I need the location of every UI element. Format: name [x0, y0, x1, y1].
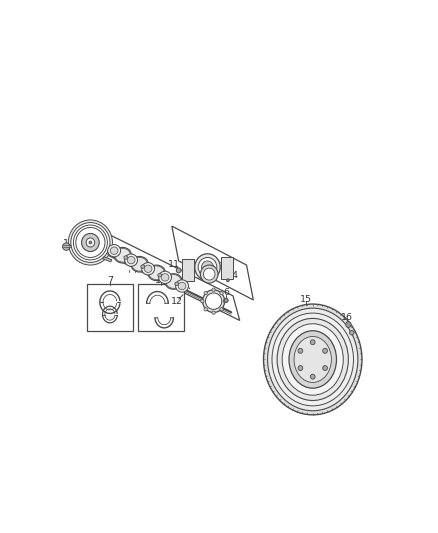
Ellipse shape [114, 247, 131, 263]
Ellipse shape [212, 311, 215, 314]
Ellipse shape [201, 261, 213, 273]
Text: 1: 1 [63, 239, 69, 248]
Ellipse shape [195, 254, 220, 280]
Ellipse shape [198, 257, 217, 277]
Ellipse shape [220, 292, 223, 295]
Ellipse shape [268, 308, 358, 411]
Bar [87, 284, 133, 330]
Ellipse shape [323, 349, 328, 353]
Ellipse shape [176, 280, 188, 292]
Ellipse shape [108, 245, 120, 257]
Text: 4: 4 [131, 262, 138, 271]
Ellipse shape [124, 256, 128, 259]
Text: 10: 10 [155, 276, 166, 285]
Ellipse shape [149, 266, 164, 280]
Ellipse shape [110, 247, 118, 254]
Ellipse shape [294, 336, 332, 383]
Ellipse shape [159, 271, 172, 284]
Ellipse shape [282, 324, 343, 395]
Ellipse shape [132, 257, 147, 271]
Text: 5: 5 [183, 279, 189, 288]
Ellipse shape [298, 366, 303, 370]
Ellipse shape [86, 238, 95, 247]
Text: 15: 15 [300, 295, 312, 304]
Ellipse shape [127, 256, 135, 264]
Ellipse shape [323, 366, 328, 370]
Polygon shape [172, 226, 253, 300]
Ellipse shape [63, 243, 70, 251]
Ellipse shape [176, 268, 181, 273]
Ellipse shape [141, 263, 155, 275]
Ellipse shape [298, 349, 303, 353]
Text: 14: 14 [227, 271, 239, 280]
Polygon shape [221, 257, 233, 279]
Ellipse shape [203, 268, 215, 280]
Ellipse shape [311, 340, 315, 345]
Polygon shape [92, 226, 240, 320]
Ellipse shape [161, 273, 169, 281]
Text: 16: 16 [341, 313, 353, 322]
Ellipse shape [212, 288, 215, 292]
Polygon shape [182, 259, 194, 281]
Text: 12: 12 [171, 297, 183, 306]
Ellipse shape [204, 292, 207, 295]
Ellipse shape [115, 248, 131, 262]
Ellipse shape [264, 304, 362, 415]
Ellipse shape [350, 330, 354, 335]
Text: 13: 13 [213, 262, 225, 271]
Ellipse shape [76, 228, 105, 257]
Text: 11: 11 [168, 260, 180, 269]
Ellipse shape [144, 265, 152, 272]
Text: 2: 2 [88, 222, 93, 231]
Polygon shape [103, 257, 112, 262]
Bar [138, 284, 184, 330]
Ellipse shape [178, 282, 186, 290]
Ellipse shape [165, 273, 182, 289]
Ellipse shape [220, 308, 223, 311]
Ellipse shape [141, 265, 145, 268]
Ellipse shape [277, 318, 348, 400]
Ellipse shape [272, 313, 353, 406]
Text: 3: 3 [96, 247, 102, 256]
Ellipse shape [203, 290, 225, 312]
Ellipse shape [205, 293, 222, 309]
Ellipse shape [125, 254, 138, 266]
Ellipse shape [131, 256, 148, 272]
Text: 7: 7 [107, 276, 113, 285]
Ellipse shape [89, 241, 92, 244]
Ellipse shape [224, 298, 228, 302]
Ellipse shape [71, 223, 110, 262]
Text: 6: 6 [223, 288, 229, 297]
Ellipse shape [68, 220, 113, 265]
Ellipse shape [346, 322, 351, 327]
Ellipse shape [158, 273, 162, 277]
Ellipse shape [166, 274, 181, 288]
Ellipse shape [201, 300, 204, 303]
Ellipse shape [200, 265, 218, 283]
Ellipse shape [81, 233, 99, 252]
Ellipse shape [223, 300, 226, 303]
Ellipse shape [148, 265, 166, 281]
Ellipse shape [226, 279, 229, 281]
Ellipse shape [74, 225, 107, 260]
Ellipse shape [311, 374, 315, 379]
Ellipse shape [289, 330, 336, 388]
Ellipse shape [204, 308, 207, 311]
Ellipse shape [175, 282, 179, 286]
